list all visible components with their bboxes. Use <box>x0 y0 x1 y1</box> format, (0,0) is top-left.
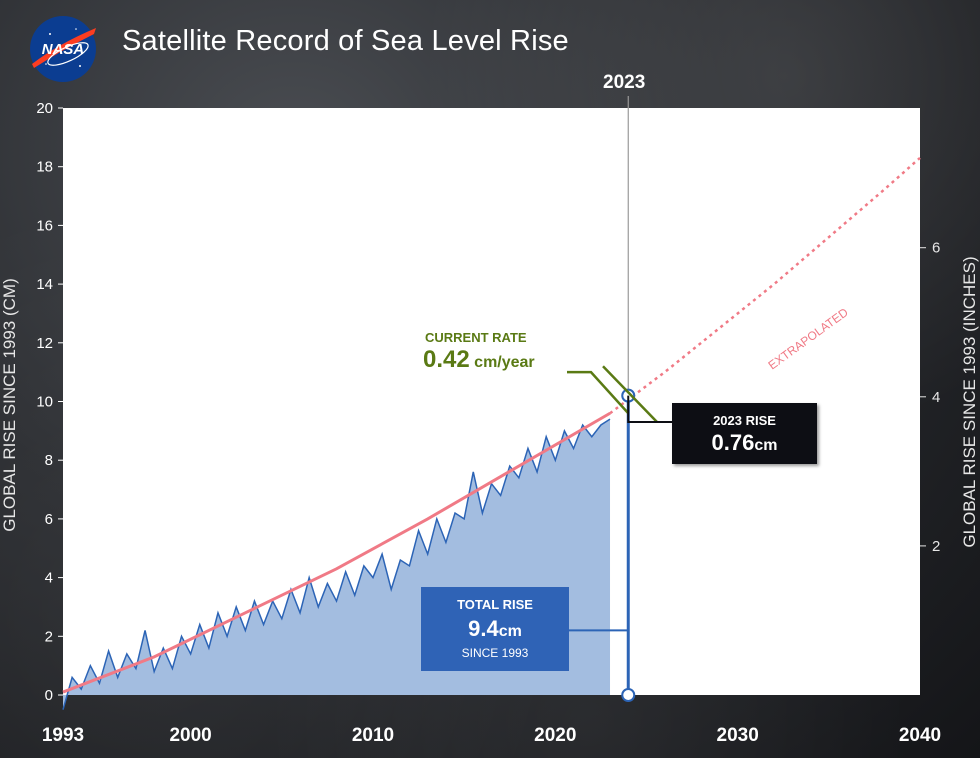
rise-2023-value-line: 0.76cm <box>672 430 817 456</box>
chart-title: Satellite Record of Sea Level Rise <box>122 25 569 57</box>
y-tick-label: 4 <box>45 570 53 587</box>
rise-2023-box: 2023 RISE 0.76cm <box>672 403 817 464</box>
observed-line <box>62 418 611 710</box>
y-tick-label: 0 <box>45 687 53 704</box>
y-tick-label: 2 <box>45 628 53 645</box>
total-rise-since: SINCE 1993 <box>461 646 529 660</box>
rate-tangent <box>602 365 658 423</box>
rise-connector <box>627 395 672 424</box>
y-tick-label: 18 <box>36 159 53 176</box>
total-rise-label: TOTAL RISE <box>457 597 533 612</box>
trend-line <box>62 411 611 694</box>
total-rise-unit: cm <box>498 623 522 640</box>
right-tick-label: 2 <box>932 538 940 555</box>
current-rate-unit: cm/year <box>469 354 535 371</box>
nasa-logo: NASA <box>30 16 96 82</box>
y-tick-label: 16 <box>36 217 53 234</box>
y-tick-label: 14 <box>36 276 53 293</box>
y-tick-label: 8 <box>45 452 53 469</box>
svg-text:NASA: NASA <box>42 41 85 58</box>
total-rise-box: TOTAL RISE 9.4cm SINCE 1993 <box>421 587 569 671</box>
rate-connector <box>567 370 630 415</box>
x-tick-label: 1993 <box>42 725 84 746</box>
y-tick-label: 6 <box>45 511 53 528</box>
y-tick-label: 10 <box>36 394 53 411</box>
y-tick-label: 12 <box>36 335 53 352</box>
right-tick-label: 6 <box>932 240 940 257</box>
x-tick-label: 2010 <box>352 725 394 746</box>
total-rise-value: 9.4 <box>468 616 499 641</box>
current-rate-label: CURRENT RATE <box>425 330 527 345</box>
rise-2023-label: 2023 RISE <box>713 413 776 428</box>
x-tick-label: 2000 <box>169 725 211 746</box>
x-tick-label: 2030 <box>717 725 759 746</box>
current-rate-number: 0.42 <box>423 346 470 373</box>
x-tick-label: 2040 <box>899 725 941 746</box>
bracket-bottom-dot <box>621 688 636 702</box>
rise-2023-unit: cm <box>754 437 778 454</box>
rise-2023-value: 0.76 <box>711 430 755 455</box>
current-rate-value: 0.42 cm/year <box>423 346 535 374</box>
x-tick-label: 2020 <box>534 725 576 746</box>
total-rise-value-line: 9.4cm <box>421 616 569 642</box>
year-marker-label: 2023 <box>603 72 646 93</box>
y-tick-label: 20 <box>36 100 53 117</box>
right-tick-label: 4 <box>932 389 940 406</box>
